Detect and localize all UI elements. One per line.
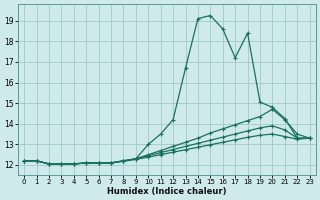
X-axis label: Humidex (Indice chaleur): Humidex (Indice chaleur) <box>107 187 227 196</box>
